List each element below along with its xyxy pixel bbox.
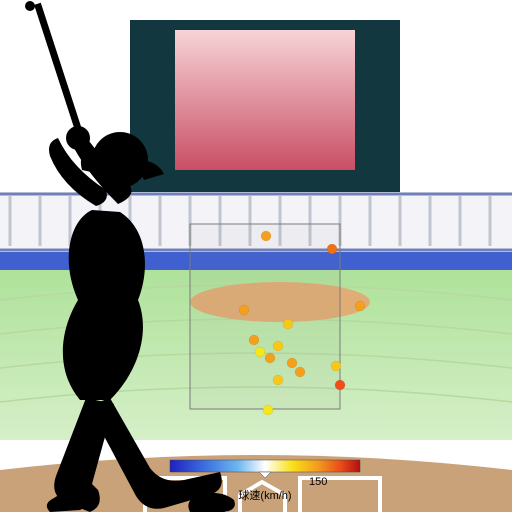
pitch-marker (249, 335, 259, 345)
pitch-marker (265, 353, 275, 363)
pitch-marker (255, 347, 265, 357)
pitch-marker (295, 367, 305, 377)
pitch-marker (273, 375, 283, 385)
pitch-marker (273, 341, 283, 351)
pitch-marker (239, 305, 249, 315)
pitch-marker (327, 244, 337, 254)
pitch-marker (283, 319, 293, 329)
pitch-marker (355, 301, 365, 311)
colorbar-tick-150: 150 (309, 476, 327, 488)
pitch-marker (331, 361, 341, 371)
pitch-marker (287, 358, 297, 368)
pitch-marker (335, 380, 345, 390)
strike-zone (190, 224, 340, 409)
pitch-location-chart: 100 150 球速(km/h) (0, 0, 512, 512)
colorbar-label: 球速(km/h) (238, 488, 291, 502)
pitch-marker (263, 405, 273, 415)
pitch-marker (261, 231, 271, 241)
